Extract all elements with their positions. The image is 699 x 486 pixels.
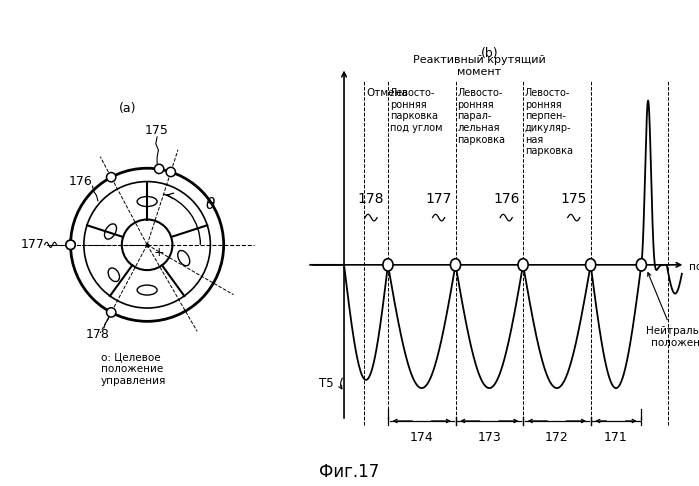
- Text: Левосто-
ронняя
перпен-
дикуляр-
ная
парковка: Левосто- ронняя перпен- дикуляр- ная пар…: [525, 88, 572, 156]
- Text: Реактивный крутящий
момент: Реактивный крутящий момент: [413, 55, 545, 77]
- Text: θ: θ: [206, 197, 215, 212]
- Text: Фиг.17: Фиг.17: [319, 463, 380, 481]
- Text: 171: 171: [604, 431, 628, 444]
- Text: Левосто-
ронняя
парковка
под углом: Левосто- ронняя парковка под углом: [389, 88, 442, 133]
- Text: T5: T5: [319, 378, 334, 390]
- Text: 177: 177: [21, 238, 45, 251]
- Text: 176: 176: [493, 192, 519, 206]
- Text: 176: 176: [69, 175, 92, 188]
- Text: о: Целевое
положение
управления: о: Целевое положение управления: [101, 353, 166, 386]
- Circle shape: [383, 259, 393, 271]
- Text: (a): (a): [118, 102, 136, 115]
- Circle shape: [166, 167, 175, 176]
- Text: 175: 175: [145, 124, 169, 137]
- Text: +: +: [154, 246, 164, 260]
- Text: 174: 174: [410, 431, 433, 444]
- Text: (b): (b): [480, 47, 498, 60]
- Circle shape: [450, 259, 461, 271]
- Text: 173: 173: [477, 431, 501, 444]
- Text: Нейтральное
положение: Нейтральное положение: [646, 327, 699, 348]
- Circle shape: [636, 259, 647, 271]
- Text: 178: 178: [85, 328, 109, 341]
- Circle shape: [66, 240, 75, 249]
- Text: Отмена: Отмена: [366, 88, 408, 98]
- Circle shape: [518, 259, 528, 271]
- Text: 172: 172: [545, 431, 569, 444]
- Circle shape: [106, 308, 116, 317]
- Circle shape: [66, 240, 75, 249]
- Text: 175: 175: [561, 192, 587, 206]
- Text: 178: 178: [358, 192, 384, 206]
- Text: Левосто-
ронняя
парал-
лельная
парковка: Левосто- ронняя парал- лельная парковка: [457, 88, 505, 144]
- Circle shape: [154, 164, 164, 174]
- Text: Угол θ
поворота [°]: Угол θ поворота [°]: [689, 250, 699, 272]
- Circle shape: [106, 173, 116, 182]
- Text: 177: 177: [426, 192, 452, 206]
- Circle shape: [586, 259, 596, 271]
